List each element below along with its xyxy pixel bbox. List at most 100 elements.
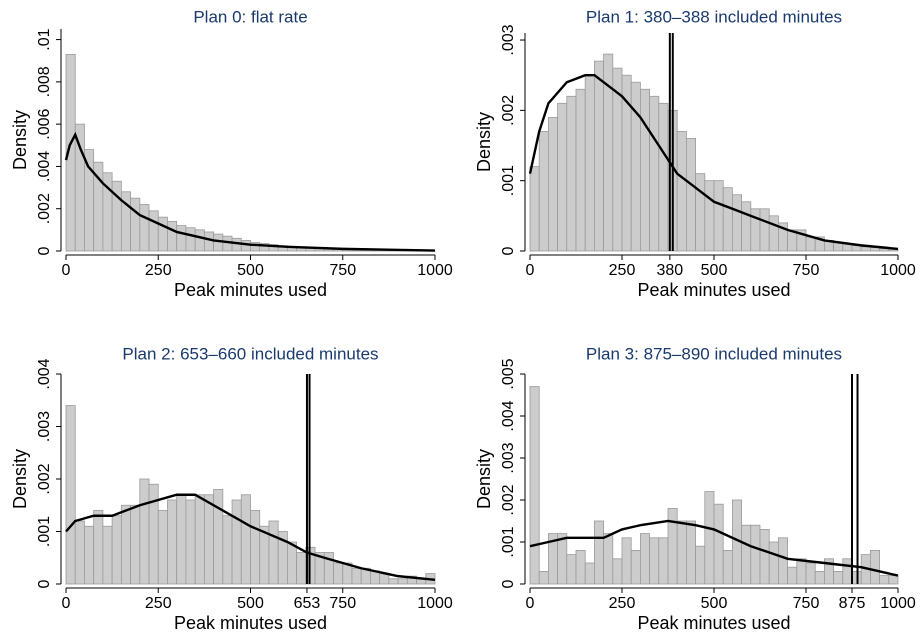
histogram-bar	[603, 533, 614, 585]
histogram-bar	[722, 550, 733, 585]
histogram-bar	[176, 225, 187, 252]
y-tick-label: .002	[500, 484, 517, 515]
histogram-bar	[111, 515, 122, 585]
histogram-bar	[231, 499, 242, 585]
histogram-bar	[676, 131, 687, 252]
histogram-bar	[250, 510, 261, 585]
histogram-bar	[667, 507, 678, 585]
histogram-bar	[176, 494, 187, 585]
histogram-bar	[768, 541, 779, 585]
histogram-bar	[194, 229, 205, 252]
histogram-bar	[870, 550, 881, 585]
histogram-bar	[768, 215, 779, 252]
histogram-bar	[630, 550, 641, 585]
y-tick-label: .008	[36, 66, 53, 97]
histogram-bar	[213, 233, 224, 252]
histogram-bar	[167, 220, 178, 252]
x-tick-label: 1000	[417, 595, 453, 612]
x-tick-label: 750	[329, 595, 356, 612]
histogram-bar	[102, 525, 113, 585]
histogram-bar	[203, 494, 214, 585]
x-tick-label: 0	[62, 595, 71, 612]
y-tick-label: 0	[500, 246, 517, 255]
histogram-bar	[713, 503, 724, 585]
histogram-bar	[538, 131, 549, 252]
histogram-bar	[713, 180, 724, 252]
histogram-bar	[397, 578, 408, 585]
histogram-bar	[621, 537, 632, 585]
panel-title: Plan 3: 875–890 included minutes	[586, 344, 842, 363]
y-tick-label: 0	[36, 246, 53, 255]
y-tick-label: .01	[36, 28, 53, 50]
y-axis-label: Density	[474, 449, 494, 509]
x-tick-label: 1000	[880, 262, 916, 279]
histogram-bar	[222, 235, 233, 252]
histogram-bar	[333, 562, 344, 585]
histogram-bar	[594, 520, 605, 585]
histogram-bar	[268, 520, 279, 585]
histogram-bar	[649, 537, 660, 585]
histogram-bar	[833, 571, 844, 585]
histogram-bar	[686, 520, 697, 585]
y-tick-label: .003	[36, 411, 53, 442]
y-axis-label: Density	[10, 110, 30, 170]
histogram-bar	[130, 197, 141, 252]
histogram-bar	[130, 504, 141, 585]
panel-title: Plan 2: 653–660 included minutes	[122, 344, 378, 363]
histogram-bar	[879, 575, 890, 585]
y-tick-label: 0	[500, 579, 517, 588]
x-tick-label: 875	[839, 595, 866, 612]
histogram-bar	[575, 88, 586, 252]
x-tick-label: 0	[526, 595, 535, 612]
histogram-bar	[351, 567, 362, 585]
x-axis-label: Peak minutes used	[637, 613, 790, 633]
histogram-bar	[194, 494, 205, 585]
y-tick-label: .002	[36, 193, 53, 224]
density-curve	[64, 131, 436, 252]
x-tick-label: 750	[793, 262, 820, 279]
histogram-bar	[566, 95, 577, 252]
histogram-bar	[704, 180, 715, 252]
histogram-bar	[759, 529, 770, 585]
histogram-bar	[157, 216, 168, 252]
x-tick-label: 750	[793, 595, 820, 612]
histogram-bar	[388, 578, 399, 585]
histogram-bar	[529, 166, 540, 252]
histogram-bar	[612, 558, 623, 585]
x-tick-label: 1000	[880, 595, 916, 612]
histogram-bar	[286, 541, 298, 585]
y-tick-label: .003	[500, 442, 517, 473]
histogram-bar	[84, 525, 95, 585]
histogram-bar	[879, 248, 890, 252]
histogram-bar	[732, 194, 743, 252]
histogram-bar	[888, 575, 899, 585]
histogram-bar	[805, 236, 816, 252]
histogram-bar	[231, 237, 242, 252]
histogram-bar	[538, 571, 549, 585]
histogram-bar	[722, 187, 733, 252]
histogram-bar	[778, 537, 789, 585]
histogram-bar	[148, 210, 159, 252]
histogram-bar	[658, 537, 669, 585]
histogram-bar	[296, 552, 307, 585]
panel-title: Plan 1: 380–388 included minutes	[586, 7, 842, 26]
panel-title: Plan 0: flat rate	[193, 7, 307, 26]
histogram-bar	[157, 510, 168, 585]
y-axis-label: Density	[474, 112, 494, 172]
x-tick-label: 250	[609, 595, 636, 612]
histogram-bar	[185, 499, 196, 585]
y-tick-label: .001	[36, 516, 53, 547]
histogram-bar	[741, 201, 752, 252]
histogram-bar	[640, 88, 651, 252]
histogram-bar	[566, 554, 577, 585]
histogram-bar	[584, 562, 595, 585]
histogram-bar	[676, 520, 687, 585]
y-tick-label: .002	[36, 463, 53, 494]
histogram-bar	[529, 386, 540, 585]
histogram-bar	[796, 558, 807, 585]
histogram-bar	[741, 524, 752, 585]
histogram-bar	[93, 510, 104, 585]
histogram-bar	[74, 123, 85, 252]
histogram-bar	[557, 533, 568, 585]
histogram-bar	[695, 173, 706, 252]
